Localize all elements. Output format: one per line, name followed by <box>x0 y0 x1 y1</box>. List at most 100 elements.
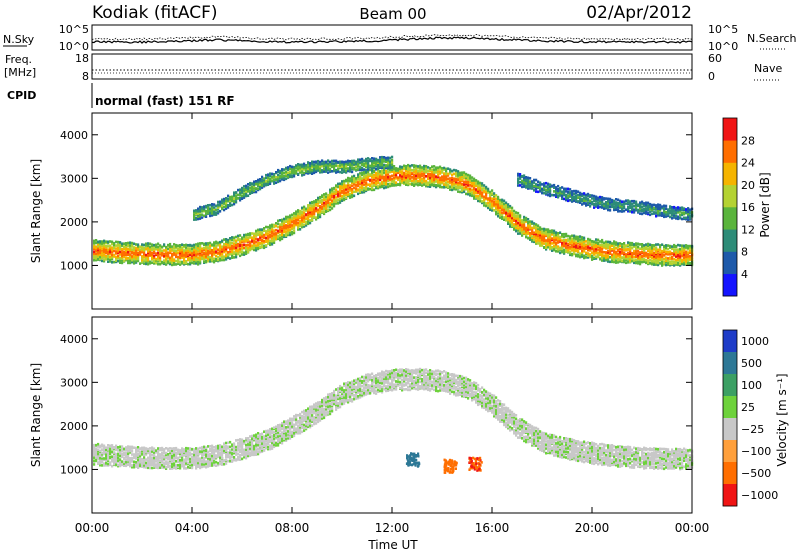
heatmap-cell <box>533 222 536 225</box>
heatmap-cell <box>101 451 104 455</box>
heatmap-cell <box>389 166 392 170</box>
heatmap-cell <box>277 225 280 229</box>
heatmap-cell <box>361 166 364 170</box>
heatmap-cell <box>365 165 368 169</box>
heatmap-cell <box>331 165 334 169</box>
heatmap-cell <box>661 255 664 259</box>
heatmap-cell <box>567 238 570 241</box>
heatmap-cell <box>153 256 156 259</box>
heatmap-cell <box>175 463 178 467</box>
heatmap-cell <box>245 238 248 241</box>
heatmap-cell <box>467 176 470 180</box>
heatmap-cell <box>153 452 156 456</box>
heatmap-cell <box>441 171 444 174</box>
heatmap-cell <box>181 248 184 252</box>
heatmap-cell <box>451 169 454 173</box>
heatmap-cell <box>411 182 414 186</box>
heatmap-cell <box>203 242 206 246</box>
heatmap-cell <box>545 232 548 235</box>
heatmap-cell <box>385 166 388 170</box>
heatmap-cell <box>543 239 546 243</box>
heatmap-cell <box>97 442 100 446</box>
heatmap-cell <box>573 195 576 199</box>
heatmap-cell <box>369 164 372 168</box>
heatmap-cell <box>583 196 586 200</box>
heatmap-cell <box>405 179 408 182</box>
heatmap-cell <box>419 181 422 185</box>
heatmap-cell <box>611 244 614 247</box>
heatmap-cell <box>581 239 584 243</box>
heatmap-cell <box>439 167 442 170</box>
heatmap-cell <box>421 177 424 181</box>
heatmap-cell <box>433 172 436 176</box>
heatmap-cell <box>243 194 246 198</box>
heatmap-cell <box>469 176 472 180</box>
heatmap-cell <box>517 217 520 221</box>
heatmap-cell <box>265 183 268 187</box>
date-title: 02/Apr/2012 <box>586 3 692 23</box>
heatmap-cell <box>93 448 96 451</box>
heatmap-cell <box>103 451 106 454</box>
heatmap-cell <box>107 444 110 447</box>
heatmap-cell <box>289 223 292 226</box>
heatmap-cell <box>157 466 160 470</box>
heatmap-cell <box>213 247 216 250</box>
heatmap-cell <box>217 255 220 259</box>
heatmap-cell <box>201 456 204 459</box>
heatmap-cell <box>189 243 192 247</box>
heatmap-cell <box>165 254 168 257</box>
heatmap-cell <box>149 447 152 450</box>
heatmap-cell <box>453 184 456 187</box>
heatmap-cell <box>121 259 124 262</box>
heatmap-cell <box>277 234 280 238</box>
heatmap-cell <box>157 242 160 246</box>
heatmap-cell <box>367 159 370 163</box>
heatmap-cell <box>395 170 398 174</box>
heatmap-cell <box>523 231 526 235</box>
heatmap-cell <box>475 191 478 194</box>
heatmap-cell <box>467 181 470 185</box>
heatmap-cell <box>635 253 638 256</box>
heatmap-cell <box>501 213 504 216</box>
heatmap-cell <box>669 205 672 208</box>
heatmap-cell <box>343 197 346 201</box>
heatmap-cell <box>143 460 146 464</box>
heatmap-cell <box>353 182 356 185</box>
heatmap-cell <box>655 263 658 266</box>
heatmap-cell <box>177 247 180 250</box>
heatmap-cell <box>211 252 214 255</box>
heatmap-cell <box>637 203 640 206</box>
heatmap-cell <box>467 183 470 187</box>
heatmap-cell <box>327 196 330 200</box>
heatmap-cell <box>177 244 180 247</box>
heatmap-cell <box>629 245 632 249</box>
heatmap-cell <box>651 262 654 266</box>
heatmap-cell <box>271 234 274 238</box>
heatmap-cell <box>433 168 436 171</box>
heatmap-cell <box>393 173 396 177</box>
heatmap-cell <box>617 242 620 245</box>
heatmap-cell <box>287 168 290 171</box>
heatmap-cell <box>209 244 212 248</box>
heatmap-cell <box>575 196 578 199</box>
heatmap-cell <box>361 171 364 175</box>
heatmap-cell <box>309 206 312 210</box>
heatmap-cell <box>341 199 344 202</box>
heatmap-cell <box>299 169 302 172</box>
heatmap-cell <box>165 456 168 460</box>
heatmap-cell <box>245 188 248 191</box>
heatmap-cell <box>649 261 652 265</box>
heatmap-cell <box>347 190 350 194</box>
heatmap-cell <box>505 203 508 207</box>
heatmap-cell <box>571 200 574 203</box>
heatmap-cell <box>537 180 540 183</box>
heatmap-cell <box>309 212 312 215</box>
heatmap-cell <box>373 178 376 181</box>
heatmap-cell <box>367 164 370 167</box>
heatmap-cell <box>651 256 654 259</box>
heatmap-cell <box>145 253 148 257</box>
heatmap-cell <box>615 241 618 244</box>
heatmap-cell <box>111 446 114 450</box>
heatmap-cell <box>631 255 634 259</box>
heatmap-cell <box>399 175 402 179</box>
